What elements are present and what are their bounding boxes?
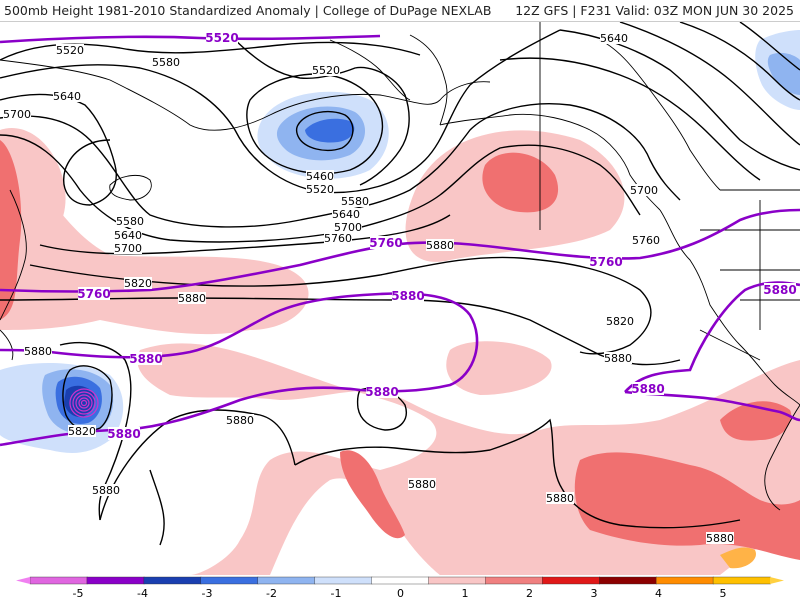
contour-label: 5820 <box>124 277 152 290</box>
positive-anomaly-orange <box>720 547 756 569</box>
colorbar-tick-label: 2 <box>526 587 533 600</box>
colorbar-tick-label: 3 <box>591 587 598 600</box>
contour-label: 5820 <box>606 315 634 328</box>
contour-label-5760: 5760 <box>77 287 110 301</box>
colorbar-segment <box>143 576 202 585</box>
colorbar-segment <box>371 576 430 585</box>
colorbar-segment <box>29 576 88 585</box>
contour-label: 5880 <box>408 478 436 491</box>
colorbar-svg: -5 -4 -3 -2 -1 0 1 2 3 4 5 <box>16 576 784 600</box>
contour-label: 5880 <box>24 345 52 358</box>
anomaly-colorbar: -5 -4 -3 -2 -1 0 1 2 3 4 5 <box>0 575 800 600</box>
contour-label: 5700 <box>3 108 31 121</box>
cyclone-core <box>69 388 99 418</box>
coastlines <box>0 22 800 511</box>
colorbar-segment <box>712 576 771 585</box>
map-title: 500mb Height 1981-2010 Standardized Anom… <box>4 3 492 18</box>
map-panel: 5520 5580 5640 5700 5520 5460 5520 5580 … <box>0 22 800 575</box>
map-header: 500mb Height 1981-2010 Standardized Anom… <box>0 0 800 22</box>
contour-label: 5580 <box>341 195 369 208</box>
contour-label: 5640 <box>332 208 360 221</box>
colorbar-segment <box>257 576 316 585</box>
contour-label: 5700 <box>630 184 658 197</box>
contour-label: 5640 <box>600 32 628 45</box>
colorbar-tick-label: 0 <box>397 587 404 600</box>
contour-label: 5520 <box>312 64 340 77</box>
colorbar-segment <box>314 576 373 585</box>
colorbar-tick-label: -4 <box>137 587 148 600</box>
contour-label: 5580 <box>116 215 144 228</box>
colorbar-tick-label: 4 <box>655 587 662 600</box>
contour-label: 5700 <box>114 242 142 255</box>
contour-label: 5700 <box>334 221 362 234</box>
colorbar-tick-label: -2 <box>266 587 277 600</box>
contour-label-5880: 5880 <box>391 289 424 303</box>
contour-label-5880: 5880 <box>631 382 664 396</box>
height-contours-purple <box>0 34 800 447</box>
colorbar-segment <box>485 576 544 585</box>
contour-label: 5760 <box>324 232 352 245</box>
contour-label-5760: 5760 <box>369 236 402 250</box>
contour-labels-black: 5520 5580 5640 5700 5520 5460 5520 5580 … <box>3 32 734 545</box>
colorbar-tick-label: 5 <box>720 587 727 600</box>
colorbar-segment <box>599 576 657 585</box>
model-run-info: 12Z GFS | F231 Valid: 03Z MON JUN 30 202… <box>515 3 794 18</box>
contour-label: 5580 <box>152 56 180 69</box>
contour-label: 5520 <box>306 183 334 196</box>
colorbar-tick-label: -3 <box>202 587 213 600</box>
contour-label: 5640 <box>114 229 142 242</box>
positive-anomaly-strong <box>0 140 800 560</box>
colorbar-tick-label: -5 <box>73 587 84 600</box>
colorbar-segment <box>542 576 600 585</box>
contour-label-5880: 5880 <box>763 283 796 297</box>
colorbar-tick-label: -1 <box>331 587 342 600</box>
contour-label: 5880 <box>92 484 120 497</box>
contour-label: 5640 <box>53 90 81 103</box>
contour-label: 5460 <box>306 170 334 183</box>
contour-label: 5760 <box>632 234 660 247</box>
contour-label-5760: 5760 <box>589 255 622 269</box>
contour-label-5520: 5520 <box>205 31 238 45</box>
colorbar-segment <box>86 576 145 585</box>
contour-label-5880: 5880 <box>365 385 398 399</box>
anomaly-map: 5520 5580 5640 5700 5520 5460 5520 5580 … <box>0 22 800 575</box>
colorbar-tick-label: 1 <box>462 587 469 600</box>
contour-label: 5880 <box>546 492 574 505</box>
colorbar-min-arrow <box>16 577 30 584</box>
contour-label-5880: 5880 <box>107 427 140 441</box>
colorbar-segment <box>428 576 487 585</box>
colorbar-segment <box>200 576 259 585</box>
contour-label: 5880 <box>604 352 632 365</box>
colorbar-max-arrow <box>770 577 784 584</box>
contour-label-5880: 5880 <box>129 352 162 366</box>
contour-label: 5520 <box>56 44 84 57</box>
contour-label: 5880 <box>178 292 206 305</box>
contour-labels-purple: 5520 5760 5760 5760 5880 5880 5880 5880 … <box>77 31 797 441</box>
contour-label: 5880 <box>226 414 254 427</box>
contour-label: 5880 <box>426 239 454 252</box>
colorbar-segment <box>655 576 714 585</box>
contour-label: 5880 <box>706 532 734 545</box>
contour-label: 5820 <box>68 425 96 438</box>
